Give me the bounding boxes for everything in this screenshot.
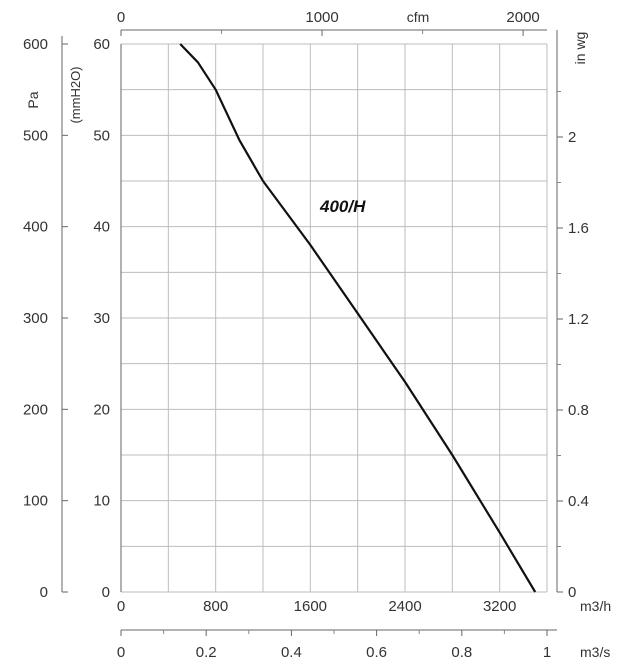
series-label: 400/H [319, 197, 366, 216]
m3h-tick-label: 1600 [294, 598, 327, 615]
y-axis-label-mmh2o: (mmH2O) [68, 66, 83, 123]
cfm-tick-label: 2000 [506, 9, 539, 26]
mmh2o-tick-label: 10 [93, 493, 110, 510]
pa-tick-label: 100 [23, 493, 48, 510]
pa-tick-label: 600 [23, 36, 48, 53]
y-axis-label-inwg: in wg [572, 32, 588, 65]
m3s-tick-label: 0.2 [196, 644, 217, 661]
x-axis-label-m3h: m3/h [580, 598, 611, 614]
m3s-tick-label: 0.6 [366, 644, 387, 661]
cfm-tick-label: 1000 [305, 9, 338, 26]
mmh2o-tick-label: 0 [102, 584, 110, 601]
grid [120, 43, 548, 593]
inwg-tick-label: 2 [568, 129, 576, 146]
pa-tick-label: 500 [23, 127, 48, 144]
inwg-tick-label: 1.6 [568, 220, 589, 237]
x-axis-label-cfm: cfm [407, 9, 430, 25]
m3s-tick-label: 0.4 [281, 644, 302, 661]
pa-tick-label: 0 [40, 584, 48, 601]
m3h-tick-label: 800 [203, 598, 228, 615]
m3s-tick-label: 0.8 [451, 644, 472, 661]
m3s-tick-label: 1 [543, 644, 551, 661]
ticks: 0100200300400500600010203040506000.40.81… [23, 9, 589, 661]
pa-tick-label: 200 [23, 401, 48, 418]
cfm-tick-label: 0 [117, 9, 125, 26]
m3h-tick-label: 3200 [483, 598, 516, 615]
inwg-tick-label: 1.2 [568, 311, 589, 328]
y-axis-label-pa: Pa [25, 91, 41, 108]
pa-tick-label: 400 [23, 219, 48, 236]
inwg-tick-label: 0 [568, 584, 576, 601]
mmh2o-tick-label: 50 [93, 127, 110, 144]
inwg-tick-label: 0.8 [568, 402, 589, 419]
m3s-tick-label: 0 [117, 644, 125, 661]
axes [61, 29, 558, 631]
inwg-tick-label: 0.4 [568, 493, 589, 510]
mmh2o-tick-label: 60 [93, 36, 110, 53]
x-axis-label-m3s: m3/s [580, 644, 610, 660]
mmh2o-tick-label: 40 [93, 219, 110, 236]
m3h-tick-label: 0 [117, 598, 125, 615]
fan-curve-line [179, 43, 537, 593]
pa-tick-label: 300 [23, 310, 48, 327]
m3h-tick-label: 2400 [388, 598, 421, 615]
mmh2o-tick-label: 20 [93, 401, 110, 418]
mmh2o-tick-label: 30 [93, 310, 110, 327]
